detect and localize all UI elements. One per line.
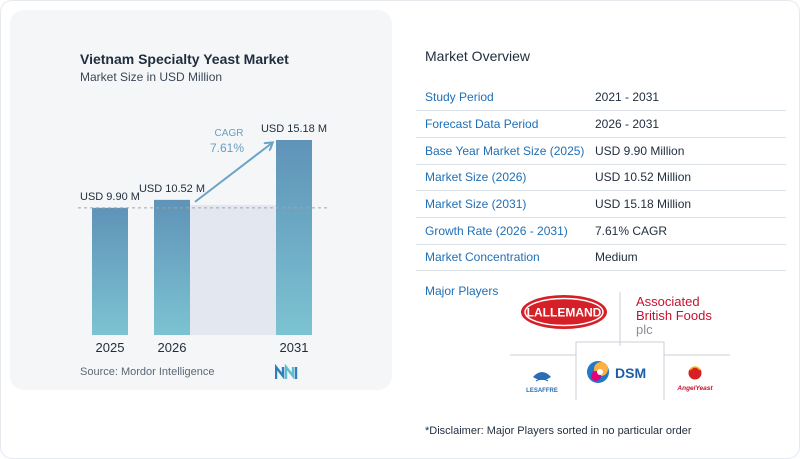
row-label: Market Size (2031) xyxy=(416,190,593,218)
row-value: USD 10.52 Million xyxy=(593,164,786,192)
abf-logo-line3: plc xyxy=(636,322,653,337)
row-label: Base Year Market Size (2025) xyxy=(416,137,593,165)
disclaimer-note: *Disclaimer: Major Players sorted in no … xyxy=(425,425,692,437)
major-players-label: Major Players xyxy=(425,284,499,298)
table-row: Forecast Data Period 2026 - 2031 xyxy=(416,110,786,138)
row-value: 2021 - 2031 xyxy=(593,84,786,112)
table-row: Market Size (2031) USD 15.18 Million xyxy=(416,190,786,218)
table-row: Study Period 2021 - 2031 xyxy=(416,84,786,112)
angel-yeast-logo: AngelYeast xyxy=(676,366,713,392)
mordor-intelligence-logo xyxy=(275,364,298,380)
table-row: Growth Rate (2026 - 2031) 7.61% CAGR xyxy=(416,217,786,245)
cagr-arrow xyxy=(194,143,272,203)
table-row: Market Concentration Medium xyxy=(416,244,786,272)
lesaffre-logo: LESAFFRE xyxy=(526,372,558,394)
angel-yeast-logo-text: AngelYeast xyxy=(676,385,713,392)
cagr-label: CAGR xyxy=(215,128,244,139)
row-label: Market Size (2026) xyxy=(416,164,593,192)
row-value: Medium xyxy=(593,244,786,272)
abf-logo-line1: Associated xyxy=(636,294,700,309)
table-row: Base Year Market Size (2025) USD 9.90 Mi… xyxy=(416,137,786,165)
row-label: Forecast Data Period xyxy=(416,110,593,138)
abf-logo-line2: British Foods xyxy=(636,308,712,323)
chart-title: Vietnam Specialty Yeast Market xyxy=(80,51,289,67)
overview-title: Market Overview xyxy=(425,48,531,64)
value-label-2026: USD 10.52 M xyxy=(139,183,205,195)
abf-logo: Associated British Foods plc xyxy=(636,294,712,337)
value-label-2025: USD 9.90 M xyxy=(80,191,140,203)
cagr-value: 7.61% xyxy=(210,141,244,155)
x-tick-label-2026: 2026 xyxy=(158,340,187,355)
row-label: Market Concentration xyxy=(416,244,593,272)
chart-subtitle: Market Size in USD Million xyxy=(80,70,223,84)
x-tick-label-2031: 2031 xyxy=(280,340,309,355)
row-label: Study Period xyxy=(416,84,593,112)
bar-2026 xyxy=(154,199,190,335)
table-row: Market Size (2026) USD 10.52 Million xyxy=(416,164,786,192)
row-value: USD 9.90 Million xyxy=(593,137,786,165)
row-value: 2026 - 2031 xyxy=(593,110,786,138)
row-value: 7.61% CAGR xyxy=(593,217,786,245)
source-note: Source: Mordor Intelligence xyxy=(80,366,215,378)
value-label-2031: USD 15.18 M xyxy=(261,123,327,135)
row-label: Growth Rate (2026 - 2031) xyxy=(416,217,593,245)
lesaffre-logo-text: LESAFFRE xyxy=(526,388,558,394)
dsm-logo: DSM xyxy=(587,361,646,383)
x-tick-label-2025: 2025 xyxy=(96,340,125,355)
row-value: USD 15.18 Million xyxy=(593,190,786,218)
growth-band xyxy=(190,204,276,335)
bar-2031 xyxy=(276,140,312,335)
bar-2025 xyxy=(92,207,128,335)
lallemand-logo: LALLEMAND xyxy=(521,295,607,329)
logo-divider xyxy=(510,341,730,356)
dsm-logo-text: DSM xyxy=(615,365,646,381)
market-overview-table: Study Period 2021 - 2031 Forecast Data P… xyxy=(416,84,786,272)
lallemand-logo-text: LALLEMAND xyxy=(527,306,602,320)
